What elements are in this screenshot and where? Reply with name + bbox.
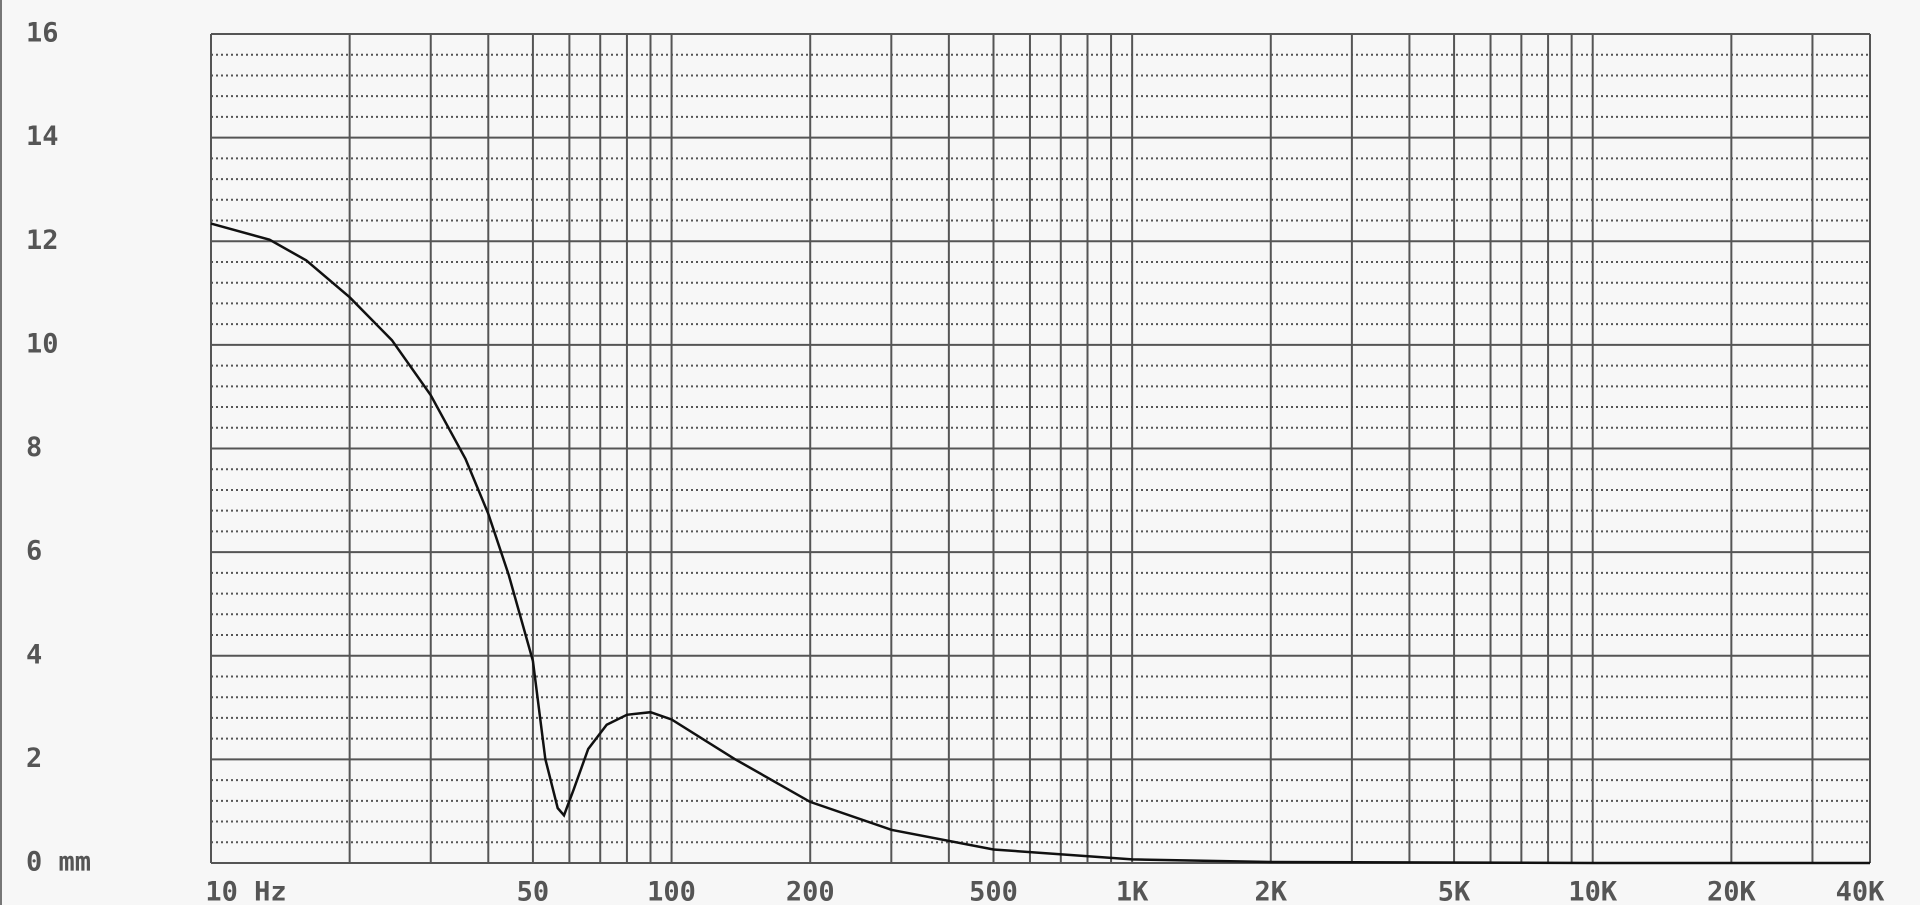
x-tick-label: 200 (786, 877, 835, 905)
x-tick-label: 40K (1836, 877, 1886, 905)
x-tick-label: 100 (647, 877, 696, 905)
y-tick-label: 10 (26, 328, 59, 359)
x-tick-label: 10 Hz (205, 877, 286, 905)
y-tick-label: 16 (26, 18, 59, 49)
y-tick-label: 0 mm (26, 847, 91, 878)
x-tick-label: 1K (1116, 877, 1149, 905)
y-tick-label: 8 (26, 432, 42, 463)
x-tick-label: 20K (1707, 877, 1757, 905)
y-tick-label: 6 (26, 536, 42, 567)
x-tick-label: 10K (1568, 877, 1618, 905)
y-tick-label: 14 (26, 121, 59, 152)
y-tick-label: 4 (26, 639, 42, 670)
x-tick-label: 5K (1438, 877, 1471, 905)
x-tick-label: 2K (1255, 877, 1288, 905)
y-tick-label: 12 (26, 225, 59, 256)
x-tick-label: 50 (517, 877, 550, 905)
x-tick-label: 500 (969, 877, 1018, 905)
y-tick-label: 2 (26, 743, 42, 774)
data-line (210, 222, 1870, 865)
